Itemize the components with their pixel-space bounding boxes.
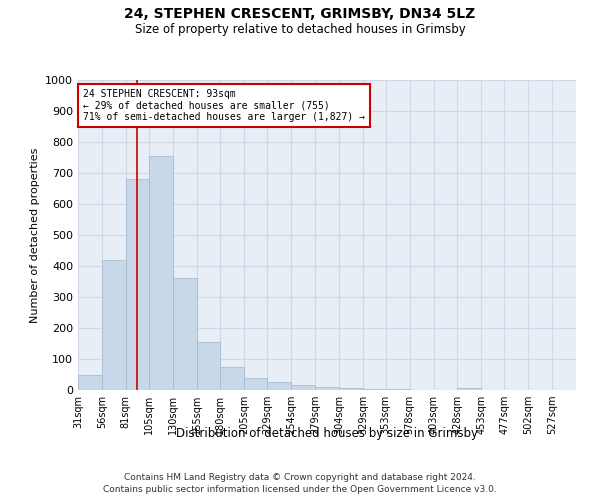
Y-axis label: Number of detached properties: Number of detached properties [29, 148, 40, 322]
Bar [339, 388, 363, 390]
Bar [457, 388, 481, 390]
Bar [315, 387, 339, 390]
Bar [126, 179, 149, 390]
Bar [220, 367, 244, 390]
Bar [78, 374, 102, 390]
Bar [173, 278, 197, 390]
Text: 24, STEPHEN CRESCENT, GRIMSBY, DN34 5LZ: 24, STEPHEN CRESCENT, GRIMSBY, DN34 5LZ [124, 8, 476, 22]
Bar [149, 156, 173, 390]
Bar [363, 389, 386, 390]
Bar [244, 378, 267, 390]
Bar [267, 382, 291, 390]
Bar [197, 342, 220, 390]
Bar [291, 386, 315, 390]
Text: Contains HM Land Registry data © Crown copyright and database right 2024.: Contains HM Land Registry data © Crown c… [124, 472, 476, 482]
Text: Distribution of detached houses by size in Grimsby: Distribution of detached houses by size … [176, 428, 478, 440]
Text: Contains public sector information licensed under the Open Government Licence v3: Contains public sector information licen… [103, 485, 497, 494]
Text: Size of property relative to detached houses in Grimsby: Size of property relative to detached ho… [134, 22, 466, 36]
Bar [102, 260, 126, 390]
Text: 24 STEPHEN CRESCENT: 93sqm
← 29% of detached houses are smaller (755)
71% of sem: 24 STEPHEN CRESCENT: 93sqm ← 29% of deta… [83, 90, 365, 122]
